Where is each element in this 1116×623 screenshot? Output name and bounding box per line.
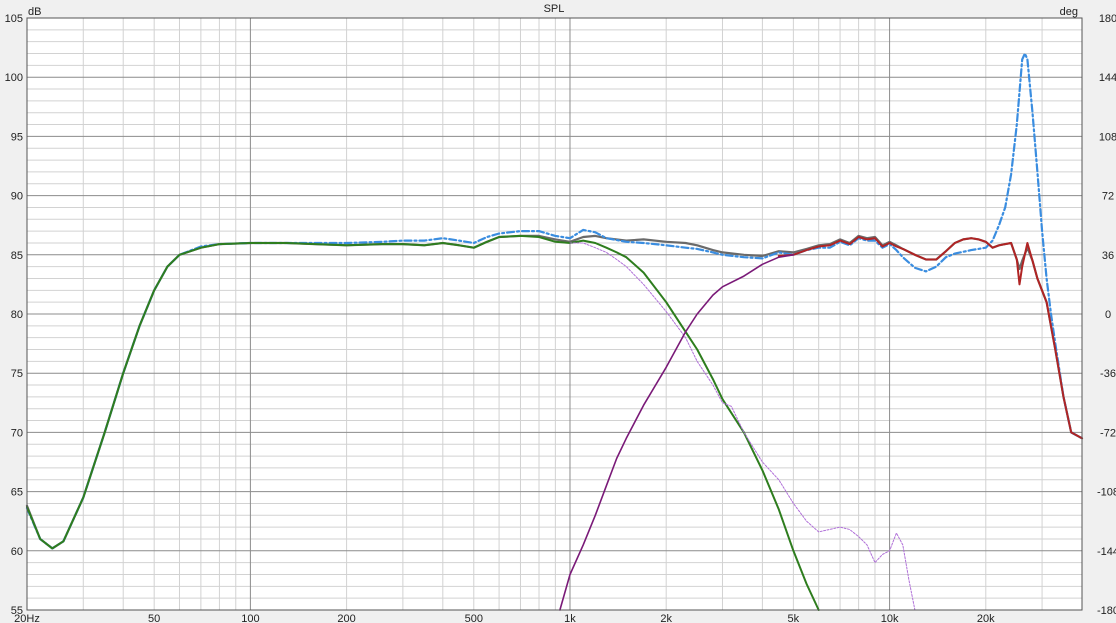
series-layer [25, 52, 1084, 611]
y2-tick-label: 72 [1102, 191, 1114, 203]
chart-title: SPL [544, 3, 565, 15]
y-axis-left-ticks: 105 100 95 90 85 80 75 70 65 60 55 [5, 13, 23, 617]
series-line-tweeter_sim [559, 254, 795, 611]
series-line-woofer [26, 234, 820, 611]
y-tick-label: 85 [11, 250, 23, 262]
y2-tick-label: -72 [1100, 427, 1116, 439]
x-tick-label: 50 [148, 613, 160, 623]
x-tick-label: 100 [241, 613, 259, 623]
y2-tick-label: -180 [1097, 605, 1116, 617]
y-tick-label: 80 [11, 309, 23, 321]
series-line-tweeter [777, 236, 1083, 440]
y2-tick-label: 180 [1099, 13, 1116, 25]
y-tick-label: 70 [11, 427, 23, 439]
y2-tick-label: -36 [1100, 368, 1116, 380]
y-tick-label: 75 [11, 368, 23, 380]
y-axis-left-unit: dB [28, 6, 41, 18]
y-axis-right-ticks: 180 144 108 72 36 0 -36 -72 -108 -144 -180 [1097, 13, 1116, 617]
y-axis-right-unit: deg [1060, 6, 1078, 18]
x-tick-label: 200 [337, 613, 355, 623]
y-tick-label: 55 [11, 605, 23, 617]
y2-tick-label: 108 [1099, 131, 1116, 143]
x-tick-label: 500 [465, 613, 483, 623]
x-axis-ticks: 20Hz 50 100 200 500 1k 2k 5k 10k 20k [14, 613, 995, 623]
y2-tick-label: -144 [1097, 546, 1116, 558]
y2-tick-label: 36 [1102, 250, 1114, 262]
x-tick-label: 2k [660, 613, 672, 623]
x-tick-label: 5k [788, 613, 800, 623]
y2-tick-label: 144 [1099, 72, 1116, 84]
y-tick-label: 90 [11, 191, 23, 203]
x-tick-label: 10k [881, 613, 899, 623]
x-tick-label: 20k [977, 613, 995, 623]
y-tick-label: 95 [11, 131, 23, 143]
y-tick-label: 65 [11, 487, 23, 499]
x-tick-label: 20Hz [14, 613, 40, 623]
y-tick-label: 105 [5, 13, 23, 25]
y-tick-label: 100 [5, 72, 23, 84]
x-tick-label: 1k [564, 613, 576, 623]
plot-border [26, 17, 1083, 611]
series-line-woofer_sim [569, 242, 916, 611]
grid-major [27, 18, 1082, 610]
y2-tick-label: -108 [1097, 487, 1116, 499]
y-tick-label: 60 [11, 546, 23, 558]
plot-frame [26, 17, 1083, 611]
y2-tick-label: 0 [1105, 309, 1111, 321]
